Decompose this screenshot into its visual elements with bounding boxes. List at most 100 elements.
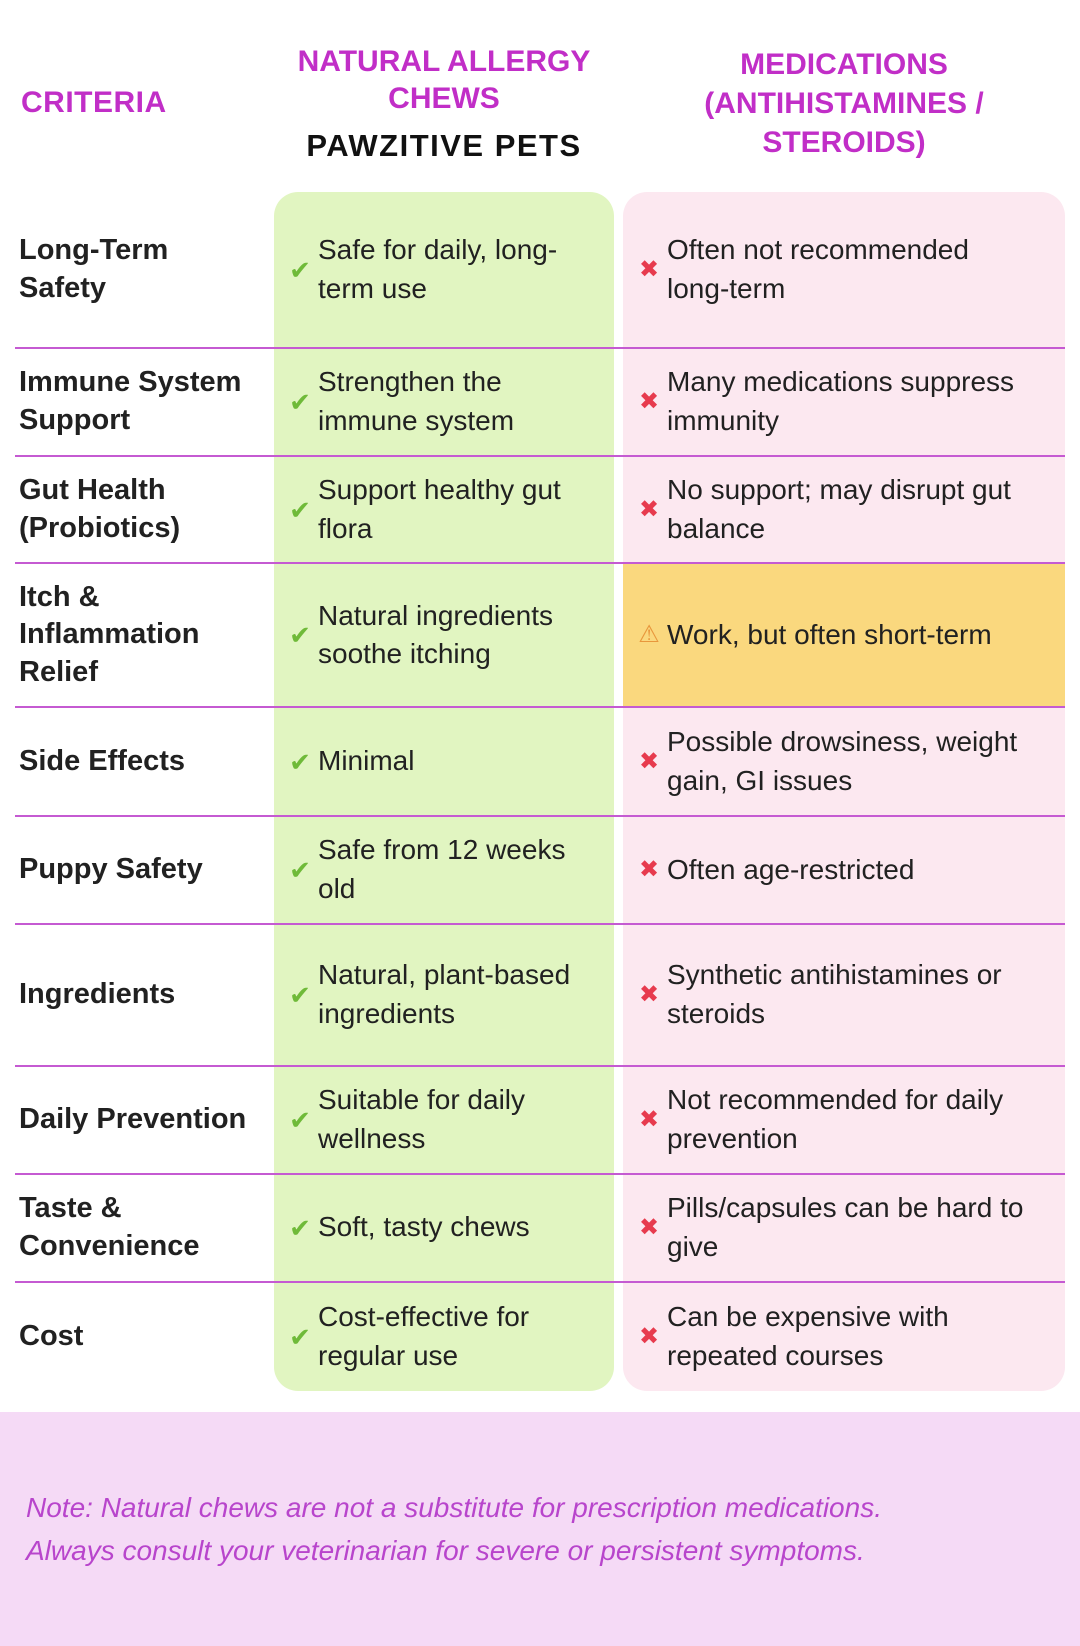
criteria-cell: Immune System Support xyxy=(15,349,265,455)
medication-cell: ✖ Synthetic antihistamines or steroids xyxy=(623,924,1065,1065)
natural-cell: ✔ Safe from 12 weeks old xyxy=(274,817,614,923)
natural-cell: ✔ Strengthen the immune system xyxy=(274,349,614,455)
natural-cell: ✔ Natural, plant-based ingredients xyxy=(274,924,614,1065)
criteria-label: Daily Prevention xyxy=(19,1102,247,1135)
criteria-cell: Long-Term Safety xyxy=(15,192,265,347)
criteria-cell: Itch & Inflammation Relief xyxy=(15,564,265,706)
table-row: Cost ✔ Cost-effective for regular use ✖ … xyxy=(15,1280,1065,1391)
table-row: Puppy Safety ✔ Safe from 12 weeks old ✖ … xyxy=(15,815,1065,923)
natural-value: Suitable for daily wellness xyxy=(318,1083,526,1154)
natural-cell: ✔ Soft, tasty chews xyxy=(274,1174,614,1281)
medication-cell: ✖ Possible drowsiness, weight gain, GI i… xyxy=(623,708,1065,816)
natural-value: Natural, plant-based ingredients xyxy=(318,958,571,1029)
table-body: Long-Term Safety ✔ Safe for daily, long-… xyxy=(15,192,1065,1391)
criteria-label: Itch & Inflammation Relief xyxy=(19,580,200,689)
criteria-label: Ingredients xyxy=(19,977,176,1010)
natural-value: Safe from 12 weeks old xyxy=(318,834,566,904)
medication-value: Work, but often short-term xyxy=(667,618,992,650)
medication-cell: ✖ Can be expensive with repeated courses xyxy=(623,1282,1065,1391)
cross-icon: ✖ xyxy=(638,495,660,523)
natural-value: Natural ingredients soothe itching xyxy=(318,599,554,670)
check-icon: ✔ xyxy=(289,979,311,1010)
table-row: Daily Prevention ✔ Suitable for daily we… xyxy=(15,1064,1065,1173)
criteria-label: Immune System Support xyxy=(19,366,242,436)
medication-value: No support; may disrupt gut balance xyxy=(667,474,1011,544)
check-icon: ✔ xyxy=(289,494,311,525)
natural-value: Safe for daily, long-term use xyxy=(318,233,558,304)
check-icon: ✔ xyxy=(289,1104,311,1135)
cross-icon: ✖ xyxy=(638,980,660,1008)
natural-cell: ✔ Support healthy gut flora xyxy=(274,457,614,563)
brand-name: PAWZITIVE PETS xyxy=(306,127,582,163)
medication-cell: ⚠ Work, but often short-term xyxy=(623,564,1065,707)
medications-column-header: MEDICATIONS (ANTIHISTAMINES / STEROIDS) xyxy=(704,47,984,159)
criteria-column-header: CRITERIA xyxy=(21,86,167,119)
medication-cell: ✖ Pills/capsules can be hard to give xyxy=(623,1174,1065,1281)
cross-icon: ✖ xyxy=(638,255,660,283)
natural-cell: ✔ Suitable for daily wellness xyxy=(274,1066,614,1173)
medication-value: Often age-restricted xyxy=(667,853,915,885)
check-icon: ✔ xyxy=(289,746,311,777)
comparison-table: CRITERIA NATURAL ALLERGY CHEWS PAWZITIVE… xyxy=(15,0,1065,1391)
criteria-cell: Taste & Convenience xyxy=(15,1175,265,1281)
medication-value: Possible drowsiness, weight gain, GI iss… xyxy=(667,726,1018,796)
table-row: Gut Health (Probiotics) ✔ Support health… xyxy=(15,455,1065,563)
table-header: CRITERIA NATURAL ALLERGY CHEWS PAWZITIVE… xyxy=(15,0,1065,192)
criteria-cell: Side Effects xyxy=(15,708,265,815)
table-row: Taste & Convenience ✔ Soft, tasty chews … xyxy=(15,1172,1065,1281)
criteria-cell: Daily Prevention xyxy=(15,1067,265,1173)
table-row: Side Effects ✔ Minimal ✖ Possible drowsi… xyxy=(15,706,1065,816)
medication-cell: ✖ Often age-restricted xyxy=(623,817,1065,923)
natural-value: Strengthen the immune system xyxy=(318,366,515,436)
medication-cell: ✖ Many medications suppress immunity xyxy=(623,349,1065,455)
table-row: Long-Term Safety ✔ Safe for daily, long-… xyxy=(15,192,1065,347)
check-icon: ✔ xyxy=(289,254,311,285)
natural-column-header: NATURAL ALLERGY CHEWS PAWZITIVE PETS xyxy=(274,43,614,164)
check-icon: ✔ xyxy=(289,387,311,417)
cross-icon: ✖ xyxy=(638,1105,660,1133)
criteria-cell: Puppy Safety xyxy=(15,817,265,922)
medication-cell: ✖ No support; may disrupt gut balance xyxy=(623,457,1065,563)
warning-icon: ⚠ xyxy=(638,621,660,649)
medication-cell: ✖ Often not recommended long-term xyxy=(623,192,1065,347)
medication-value: Not recommended for daily prevention xyxy=(667,1083,1004,1154)
criteria-label: Cost xyxy=(19,1319,84,1352)
criteria-cell: Cost xyxy=(15,1283,265,1391)
criteria-cell: Ingredients xyxy=(15,925,265,1065)
table-row: Immune System Support ✔ Strengthen the i… xyxy=(15,347,1065,455)
check-icon: ✔ xyxy=(289,854,311,885)
check-icon: ✔ xyxy=(289,1321,311,1352)
cross-icon: ✖ xyxy=(638,1322,660,1350)
medication-cell: ✖ Not recommended for daily prevention xyxy=(623,1066,1065,1173)
check-icon: ✔ xyxy=(289,620,311,651)
criteria-label: Long-Term Safety xyxy=(19,233,169,304)
medication-value: Can be expensive with repeated courses xyxy=(667,1300,949,1371)
natural-column-title: NATURAL ALLERGY CHEWS xyxy=(297,44,591,116)
note-text: Note: Natural chews are not a substitute… xyxy=(26,1491,882,1566)
cross-icon: ✖ xyxy=(638,855,660,883)
table-row: Ingredients ✔ Natural, plant-based ingre… xyxy=(15,922,1065,1065)
check-icon: ✔ xyxy=(289,1212,311,1243)
note-band: Note: Natural chews are not a substitute… xyxy=(0,1412,1080,1646)
criteria-cell: Gut Health (Probiotics) xyxy=(15,457,265,562)
medication-value: Many medications suppress immunity xyxy=(667,366,1015,436)
criteria-label: Taste & Convenience xyxy=(19,1191,200,1262)
medication-value: Often not recommended long-term xyxy=(667,233,969,304)
natural-cell: ✔ Minimal xyxy=(274,708,614,816)
medication-value: Synthetic antihistamines or steroids xyxy=(667,958,1002,1029)
natural-value: Support healthy gut flora xyxy=(318,474,561,544)
cross-icon: ✖ xyxy=(638,388,660,415)
natural-value: Minimal xyxy=(318,745,415,777)
natural-cell: ✔ Natural ingredients soothe itching xyxy=(274,564,614,707)
natural-value: Cost-effective for regular use xyxy=(318,1300,530,1371)
criteria-label: Puppy Safety xyxy=(19,853,203,886)
medication-value: Pills/capsules can be hard to give xyxy=(667,1191,1024,1262)
natural-cell: ✔ Cost-effective for regular use xyxy=(274,1282,614,1391)
table-row: Itch & Inflammation Relief ✔ Natural ing… xyxy=(15,562,1065,707)
criteria-label: Gut Health (Probiotics) xyxy=(19,473,181,544)
natural-value: Soft, tasty chews xyxy=(318,1211,530,1243)
natural-cell: ✔ Safe for daily, long-term use xyxy=(274,192,614,347)
cross-icon: ✖ xyxy=(638,747,660,775)
criteria-label: Side Effects xyxy=(19,744,185,777)
